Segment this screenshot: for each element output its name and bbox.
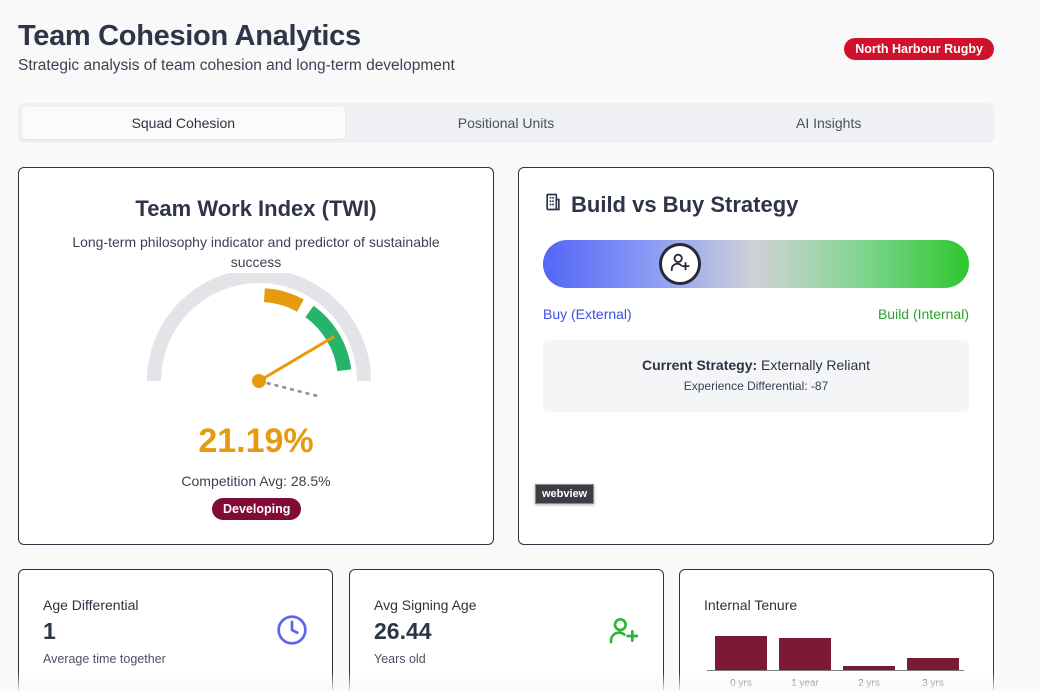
tenure-bar [715,636,767,670]
stat-subtext: Average time together [43,652,166,666]
club-badge: North Harbour Rugby [844,38,994,60]
twi-title: Team Work Index (TWI) [135,196,377,221]
tab-squad-cohesion[interactable]: Squad Cohesion [22,107,345,139]
bottom-fade [0,672,1040,691]
buy-label: Buy (External) [543,306,632,322]
page-title: Team Cohesion Analytics [18,20,361,52]
competition-avg: Competition Avg: 28.5% [181,473,331,489]
stat-value: 1 [43,618,56,644]
build-vs-buy-title: Build vs Buy Strategy [543,192,798,218]
twi-gauge [147,273,371,398]
stat-label: Avg Signing Age [374,597,477,613]
stat-label: Internal Tenure [704,597,798,613]
tenure-bar [843,666,895,670]
status-badge: Developing [212,498,302,520]
clock-icon [276,614,308,651]
tab-ai-insights[interactable]: AI Insights [795,115,862,131]
build-vs-buy-card: Build vs Buy Strategy Buy (External) Bui… [518,167,994,545]
page-subtitle: Strategic analysis of team cohesion and … [18,57,455,74]
tab-positional-units[interactable]: Positional Units [457,115,555,131]
tenure-bar [779,638,831,670]
stat-value: 26.44 [374,618,432,644]
gauge-needle [257,335,335,383]
avg-signing-age-card: Avg Signing Age 26.44 Years old [349,569,664,691]
build-vs-buy-heading: Build vs Buy Strategy [571,192,799,217]
experience-differential: Experience Differential: -87 [683,379,829,393]
build-label: Build (Internal) [877,306,969,322]
slider-thumb[interactable] [659,243,701,285]
gauge-pivot [252,374,266,388]
page-header: Team Cohesion Analytics Strategic analys… [18,20,994,80]
user-plus-icon [607,614,639,651]
current-strategy: Current Strategy: Externally Reliant [543,357,969,373]
gauge-band-competition [263,288,304,312]
twi-description: Long-term philosophy indicator and predi… [72,234,440,270]
tenure-bar [907,658,959,670]
tab-bar: Squad Cohesion Positional Units AI Insig… [18,103,994,143]
stat-label: Age Differential [43,597,139,613]
building-icon [543,192,563,218]
user-plus-icon [669,251,691,278]
strategy-slider[interactable] [543,240,969,288]
gauge-track [147,273,371,382]
stat-subtext: Years old [374,652,426,666]
strategy-value: Externally Reliant [761,357,870,373]
twi-card: Team Work Index (TWI) Long-term philosop… [18,167,494,545]
age-differential-card: Age Differential 1 Average time together [18,569,333,691]
twi-value: 21.19% [198,422,314,460]
current-strategy-box: Current Strategy: Externally Reliant Exp… [543,340,969,412]
gauge-needle-reference [258,379,320,398]
strategy-label: Current Strategy: [642,357,758,373]
webview-tag: webview [535,484,595,504]
